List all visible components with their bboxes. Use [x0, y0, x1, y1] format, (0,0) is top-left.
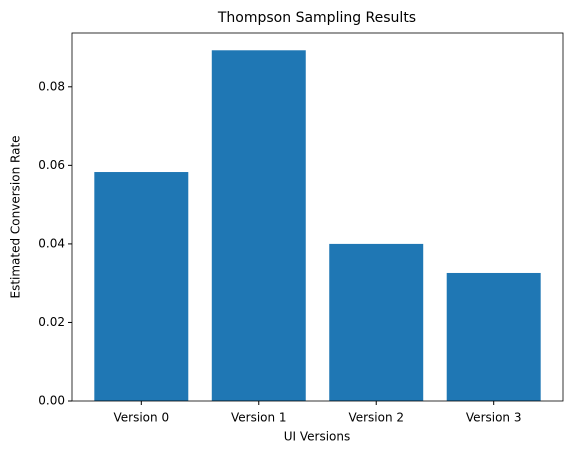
y-tick-label: 0.00 — [38, 394, 65, 408]
chart-title: Thompson Sampling Results — [217, 10, 416, 26]
x-tick-label: Version 1 — [231, 411, 287, 425]
x-tick-label: Version 0 — [114, 411, 170, 425]
x-axis-label: UI Versions — [284, 430, 351, 444]
y-axis-label: Estimated Conversion Rate — [9, 135, 23, 298]
y-tick-label: 0.08 — [38, 79, 65, 93]
x-tick-label: Version 2 — [348, 411, 404, 425]
y-tick-label: 0.02 — [38, 315, 65, 329]
bar — [329, 243, 424, 401]
bar — [446, 272, 541, 401]
y-tick-label: 0.04 — [38, 236, 65, 250]
bar — [211, 50, 306, 402]
y-tick-label: 0.06 — [38, 158, 65, 172]
x-tick-label: Version 3 — [466, 411, 522, 425]
bar — [94, 172, 189, 401]
plot-frame — [71, 32, 564, 402]
